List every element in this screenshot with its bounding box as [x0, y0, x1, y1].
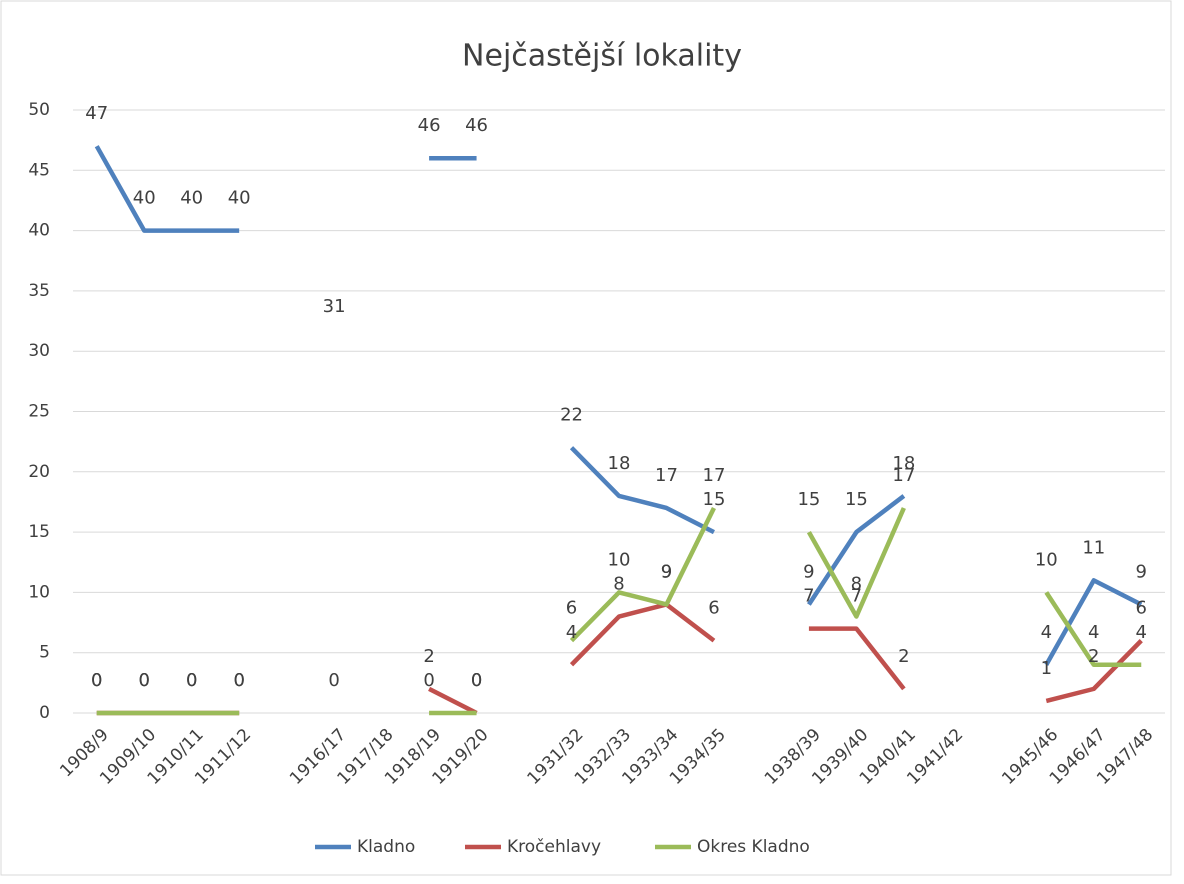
y-tick-label: 15 — [28, 522, 50, 542]
data-label: 4 — [1041, 622, 1052, 643]
data-label: 0 — [233, 670, 244, 691]
legend-label: Kročehlavy — [507, 837, 601, 857]
data-label: 0 — [471, 670, 482, 691]
data-label: 9 — [661, 561, 672, 582]
data-label: 9 — [1136, 561, 1147, 582]
data-label: 7 — [803, 586, 814, 607]
y-tick-label: 25 — [28, 402, 50, 422]
data-label: 0 — [186, 670, 197, 691]
data-label: 7 — [851, 586, 862, 607]
data-label: 2 — [898, 646, 909, 667]
data-label: 6 — [566, 598, 577, 619]
data-label: 4 — [1136, 622, 1147, 643]
data-label: 31 — [323, 296, 346, 317]
data-label: 0 — [186, 670, 197, 691]
data-label: 15 — [703, 489, 726, 510]
y-tick-label: 35 — [28, 281, 50, 301]
data-label: 9 — [803, 561, 814, 582]
y-tick-label: 50 — [28, 100, 50, 120]
data-label: 40 — [180, 188, 203, 209]
data-label: 4 — [566, 622, 577, 643]
y-tick-label: 30 — [28, 341, 50, 361]
legend-label: Kladno — [357, 837, 415, 857]
data-label: 22 — [560, 405, 583, 426]
y-tick-label: 40 — [28, 221, 50, 241]
data-label: 0 — [138, 670, 149, 691]
data-label: 0 — [138, 670, 149, 691]
data-label: 2 — [423, 646, 434, 667]
data-label: 8 — [613, 574, 624, 595]
data-label: 2 — [1088, 646, 1099, 667]
y-tick-label: 20 — [28, 462, 50, 482]
data-label: 17 — [655, 465, 678, 486]
data-label: 1 — [1041, 658, 1052, 679]
data-label: 0 — [233, 670, 244, 691]
data-label: 0 — [423, 670, 434, 691]
data-label: 18 — [892, 453, 915, 474]
data-label: 46 — [418, 115, 441, 136]
data-label: 10 — [608, 549, 631, 570]
data-label: 18 — [608, 453, 631, 474]
data-label: 8 — [851, 574, 862, 595]
data-label: 0 — [91, 670, 102, 691]
data-label: 6 — [708, 598, 719, 619]
data-label: 15 — [845, 489, 868, 510]
data-label: 4 — [1088, 622, 1099, 643]
series-line — [96, 506, 1142, 716]
y-tick-label: 0 — [39, 703, 50, 723]
chart-title: Nejčastější lokality — [462, 39, 742, 74]
data-label: 0 — [328, 670, 339, 691]
data-label: 6 — [1136, 598, 1147, 619]
data-label: 15 — [797, 489, 820, 510]
data-label: 9 — [661, 561, 672, 582]
data-label: 40 — [133, 188, 156, 209]
legend-label: Okres Kladno — [697, 837, 810, 857]
y-tick-label: 45 — [28, 160, 50, 180]
data-label: 11 — [1082, 537, 1105, 558]
data-label: 0 — [471, 670, 482, 691]
data-label: 0 — [91, 670, 102, 691]
series-line — [94, 145, 1143, 666]
data-label: 17 — [703, 465, 726, 486]
data-label: 40 — [228, 188, 251, 209]
data-label: 46 — [465, 115, 488, 136]
y-tick-label: 10 — [28, 582, 50, 602]
data-label: 17 — [892, 465, 915, 486]
y-tick-label: 5 — [39, 643, 50, 663]
data-label: 47 — [85, 103, 108, 124]
data-label: 10 — [1035, 549, 1058, 570]
